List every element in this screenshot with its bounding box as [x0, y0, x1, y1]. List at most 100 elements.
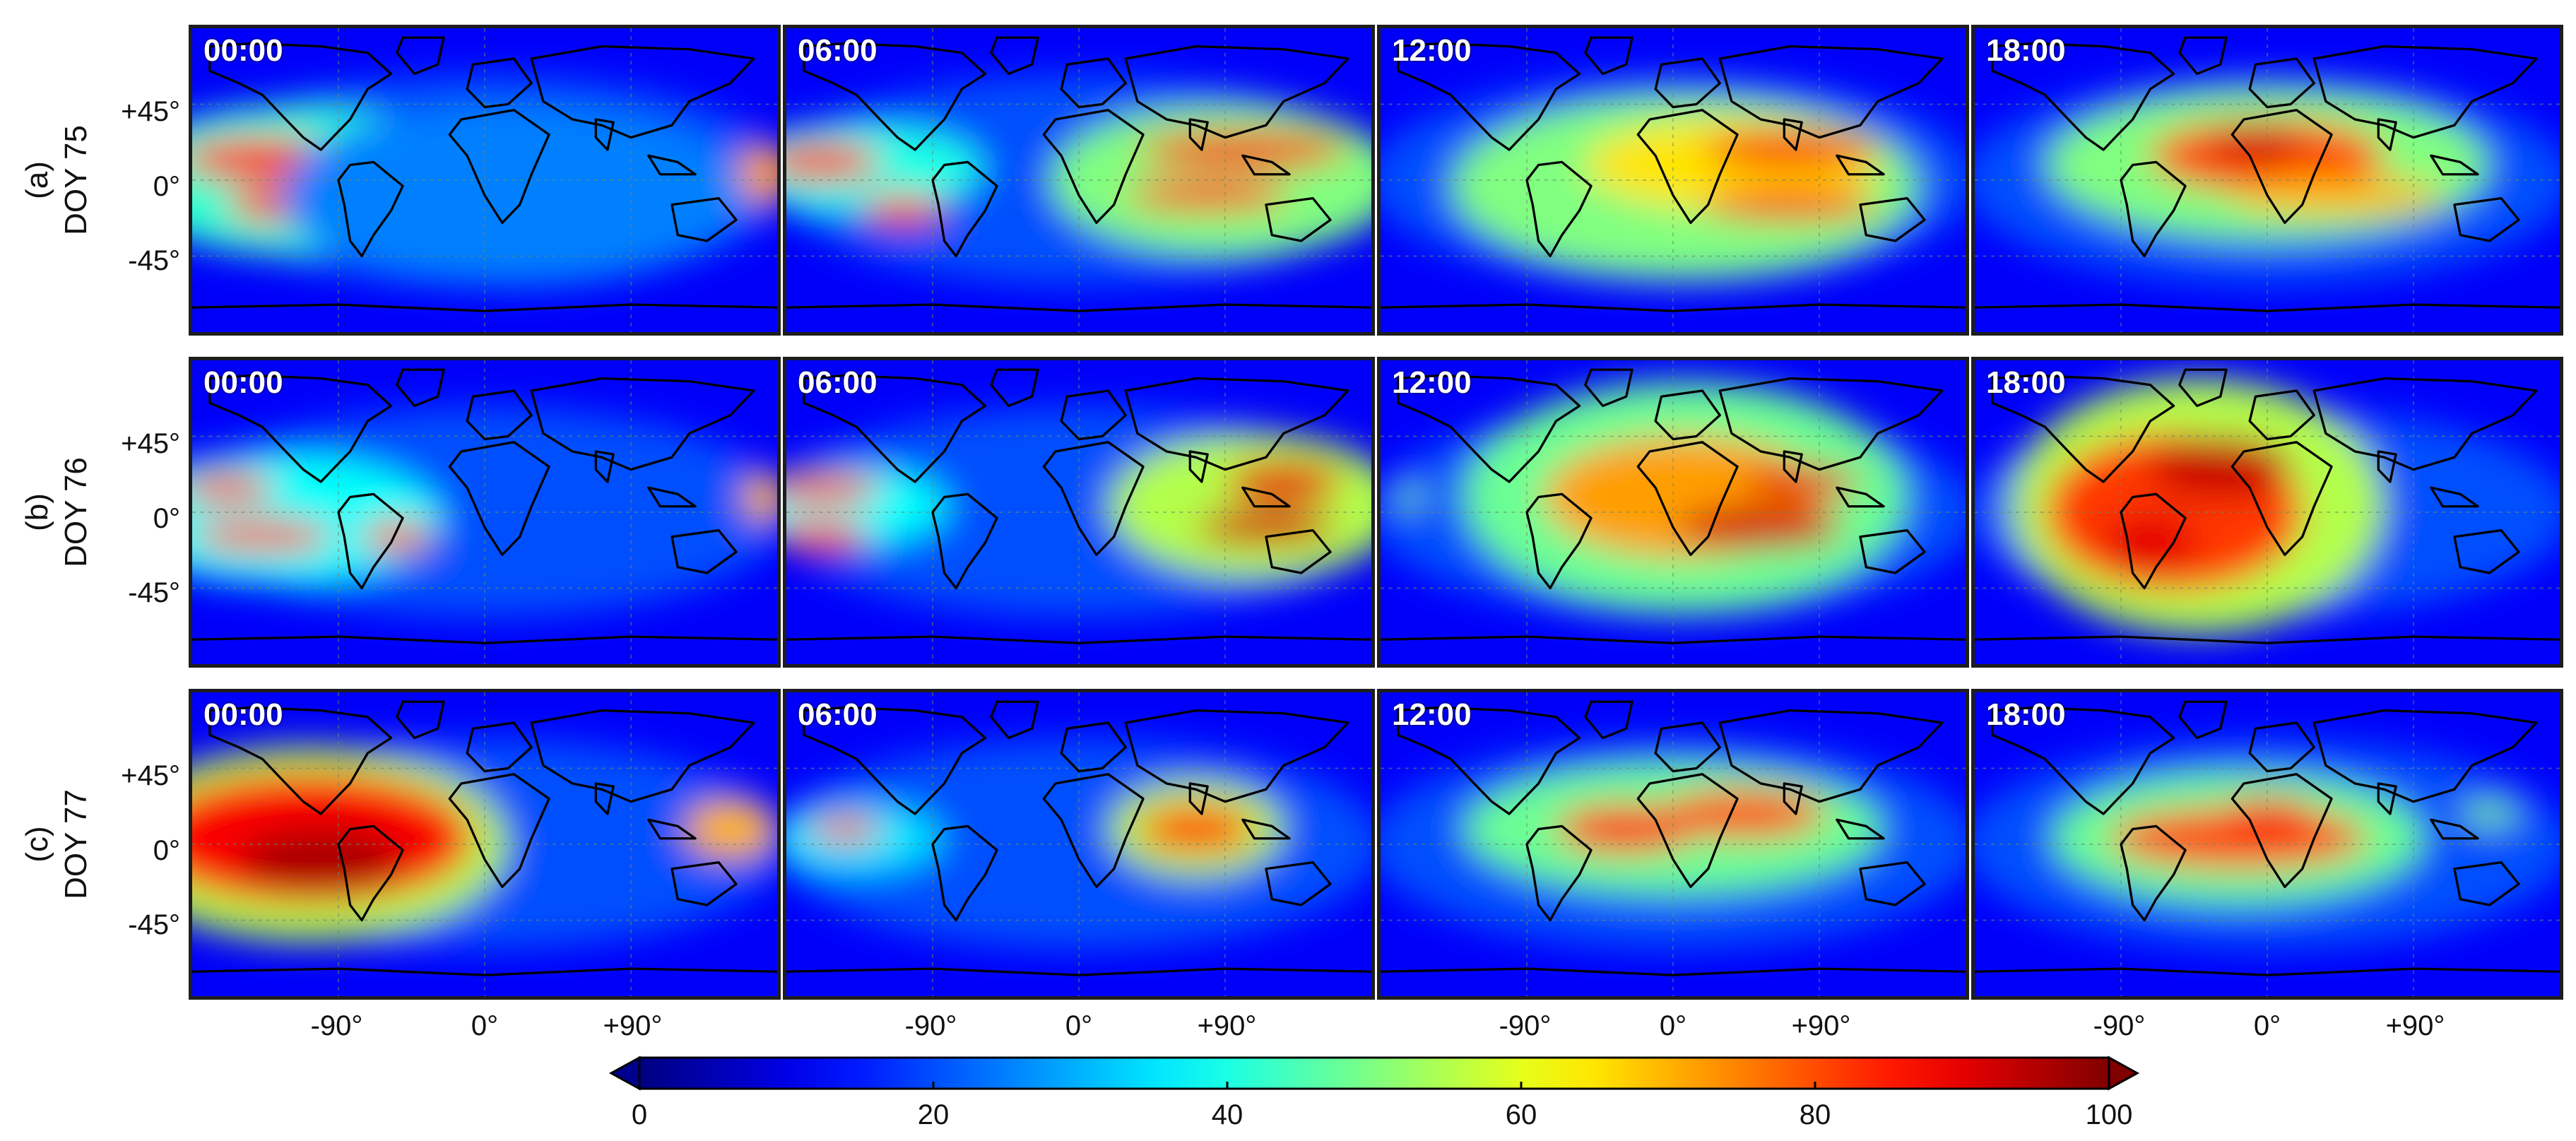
panel-time-label: 12:00 [1392, 33, 1472, 68]
tec-map [192, 360, 777, 664]
panel-time-label: 18:00 [1986, 697, 2066, 732]
latitude-tick: -45° [128, 909, 180, 941]
row-letter: (a) [20, 161, 54, 199]
map-panel-a-1800: 18:00 [1971, 25, 2563, 336]
coastline [448, 773, 550, 889]
panel-time-label: 12:00 [1392, 697, 1472, 732]
coastline [1188, 118, 1209, 151]
coastline [2120, 492, 2187, 590]
longitude-tick: -90° [2093, 1010, 2146, 1041]
coastline [647, 154, 697, 176]
coastline [448, 441, 550, 557]
coastline [803, 706, 987, 815]
coastline [931, 824, 998, 922]
coastline [2430, 818, 2479, 840]
coastline [2453, 196, 2520, 242]
coastline [670, 861, 738, 906]
panel-time-label: 00:00 [203, 33, 283, 68]
coastline [1397, 42, 1581, 151]
coastline [1718, 377, 1944, 471]
coastline [1188, 450, 1209, 483]
coastline [1124, 377, 1349, 471]
tec-map [786, 28, 1371, 332]
tec-blob [786, 473, 880, 504]
coastline [2231, 773, 2333, 889]
tec-map [1381, 692, 1966, 996]
longitude-tick: 0° [1065, 1010, 1093, 1041]
tec-blob [810, 817, 880, 841]
longitude-tick: 0° [1659, 1010, 1687, 1041]
coastline [2453, 528, 2520, 574]
tec-map [192, 692, 777, 996]
coastline [530, 709, 755, 803]
coastline [1718, 45, 1944, 139]
coastline [1584, 368, 1633, 408]
tec-blob [1137, 131, 1348, 168]
panel-time-label: 06:00 [798, 697, 878, 732]
tec-map [1975, 692, 2560, 996]
tec-map [1381, 28, 1966, 332]
coastline [2377, 450, 2397, 483]
coastline [1124, 45, 1349, 139]
tec-blob [1743, 466, 1860, 497]
tec-blob [1679, 506, 1843, 549]
tec-blob [786, 143, 880, 180]
coastline [337, 824, 404, 922]
coastline [1060, 57, 1127, 109]
panel-time-label: 18:00 [1986, 33, 2066, 68]
tec-map [1975, 28, 2560, 332]
coastline [208, 374, 393, 483]
coastline [466, 57, 533, 109]
tec-blob [192, 473, 274, 504]
coastline [2430, 154, 2479, 176]
tec-blob [1702, 131, 1878, 168]
coastline [1636, 441, 1739, 557]
coastline [1060, 721, 1127, 773]
map-panel-a-0600: 06:00 [783, 25, 1375, 336]
coastline [1265, 861, 1332, 906]
colorbar-tick-label: 60 [1505, 1099, 1537, 1130]
coastline [1636, 109, 1739, 225]
coastline [670, 196, 738, 242]
coastline [2120, 160, 2187, 258]
coastline [803, 42, 987, 151]
coastline [396, 700, 445, 740]
coastline [1241, 486, 1291, 508]
coastline [2377, 782, 2397, 815]
coastline [1654, 57, 1721, 109]
coastline [1381, 967, 1966, 976]
coastline [1060, 389, 1127, 441]
coastline [2248, 389, 2315, 441]
coastline [1525, 492, 1593, 590]
coastline [2231, 109, 2333, 225]
latitude-tick: -45° [128, 577, 180, 609]
coastline [337, 160, 404, 258]
coastline [1241, 154, 1291, 176]
coastline [1188, 782, 1209, 815]
coastline [1859, 861, 1926, 906]
panel-time-label: 12:00 [1392, 365, 1472, 400]
coastline [1265, 528, 1332, 574]
map-panel-b-1200: 12:00 [1377, 357, 1969, 668]
coastline [647, 818, 697, 840]
tec-blob [1125, 180, 1290, 211]
coastline [990, 368, 1039, 408]
coastline [2231, 441, 2333, 557]
colorbar-tick-label: 20 [917, 1099, 950, 1130]
map-panel-c-1200: 12:00 [1377, 689, 1969, 1000]
map-panel-b-0600: 06:00 [783, 357, 1375, 668]
coastline [594, 782, 615, 815]
tec-map [786, 692, 1371, 996]
tec-blob [280, 104, 748, 287]
longitude-tick: -90° [904, 1010, 957, 1041]
coastline [337, 492, 404, 590]
coastline [1397, 706, 1581, 815]
latitude-tick: 0° [153, 502, 180, 534]
coastline [1525, 160, 1593, 258]
row-letter: (c) [20, 826, 54, 863]
coastline [2178, 700, 2228, 740]
map-panel-c-0000: 00:00 [189, 689, 781, 1000]
coastline [2312, 45, 2538, 139]
coastline [1783, 118, 1803, 151]
